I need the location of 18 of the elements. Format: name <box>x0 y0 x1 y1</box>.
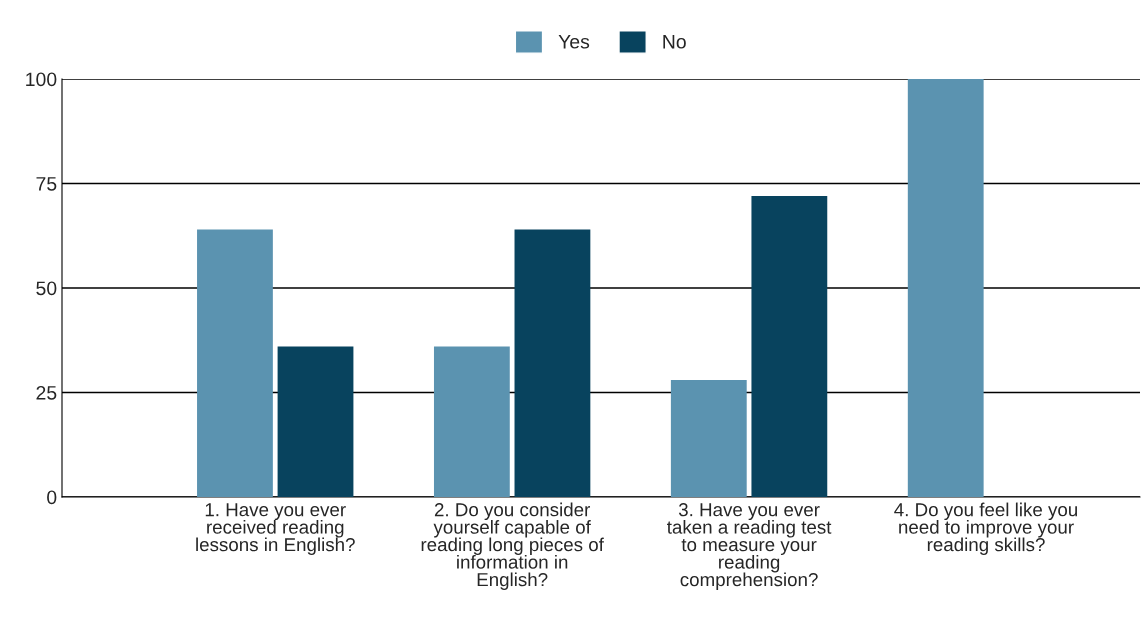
y-tick-label: 50 <box>36 281 57 296</box>
bar <box>197 229 273 497</box>
legend-label: Yes <box>558 35 590 49</box>
bar <box>670 379 747 497</box>
bar <box>514 229 591 497</box>
bar <box>751 196 828 497</box>
y-tick-label: 0 <box>47 490 57 505</box>
bar <box>907 79 984 497</box>
x-tick-label: 2. Do you consider yourself capable of reading long pieces of information in English? <box>421 502 604 590</box>
bar <box>277 346 354 497</box>
y-tick-label: 100 <box>26 72 57 87</box>
bar <box>433 346 510 497</box>
x-tick-label: 1. Have you ever received reading lessons in English? <box>196 503 355 555</box>
x-tick-label: 3. Have you ever taken a reading test to measure your reading comprehension? <box>667 503 832 590</box>
y-tick-label: 25 <box>36 385 57 400</box>
x-tick-label: 4. Do you feel like you need to improve your reading skills? <box>894 502 1077 555</box>
y-tick-label: 75 <box>36 177 57 191</box>
legend-label: No <box>663 35 686 49</box>
